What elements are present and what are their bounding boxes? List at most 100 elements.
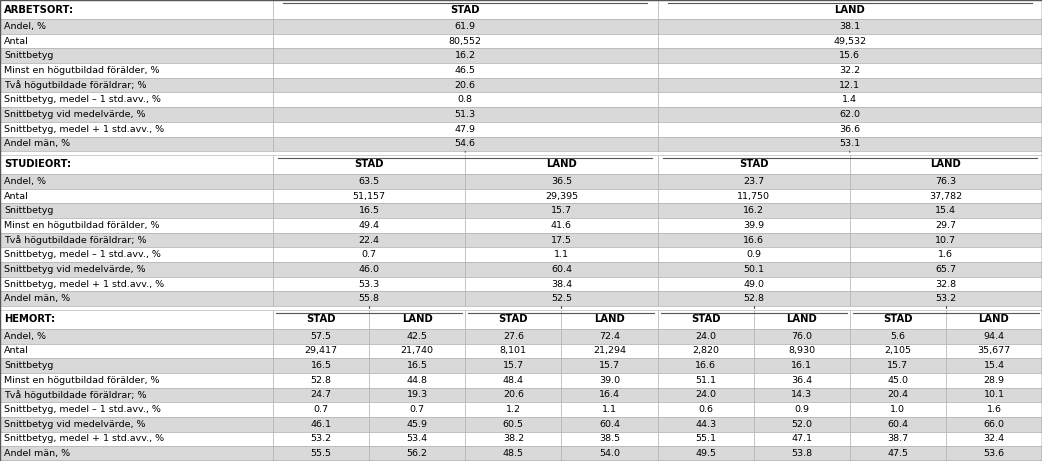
Text: 52.8: 52.8: [743, 294, 764, 303]
Bar: [658, 310, 753, 329]
Text: 72.4: 72.4: [599, 332, 620, 341]
Bar: [465, 402, 562, 417]
Text: 49.4: 49.4: [358, 221, 379, 230]
Text: 94.4: 94.4: [984, 332, 1004, 341]
Bar: [273, 63, 658, 78]
Text: Andel, %: Andel, %: [4, 177, 46, 186]
Text: STAD: STAD: [354, 160, 383, 170]
Bar: [273, 343, 369, 358]
Bar: [946, 310, 1042, 329]
Text: 53.2: 53.2: [936, 294, 957, 303]
Bar: [465, 417, 562, 431]
Text: Antal: Antal: [4, 346, 29, 355]
Bar: [0, 329, 273, 343]
Bar: [0, 233, 273, 248]
Bar: [273, 155, 465, 174]
Text: 15.6: 15.6: [839, 51, 861, 60]
Text: 32.4: 32.4: [984, 434, 1004, 443]
Bar: [465, 262, 658, 277]
Text: 16.6: 16.6: [743, 236, 764, 244]
Bar: [658, 189, 850, 203]
Text: STAD: STAD: [498, 314, 528, 325]
Bar: [0, 34, 273, 48]
Text: 37,782: 37,782: [929, 191, 963, 201]
Bar: [658, 248, 850, 262]
Bar: [273, 78, 658, 93]
Bar: [658, 19, 1042, 34]
Text: 20.6: 20.6: [454, 81, 476, 89]
Bar: [850, 417, 946, 431]
Text: Snittbetyg vid medelvärde, %: Snittbetyg vid medelvärde, %: [4, 265, 146, 274]
Bar: [562, 373, 658, 388]
Bar: [273, 19, 658, 34]
Bar: [850, 218, 1042, 233]
Bar: [369, 343, 465, 358]
Text: LAND: LAND: [594, 314, 625, 325]
Text: 32.2: 32.2: [839, 66, 861, 75]
Bar: [273, 174, 465, 189]
Text: 49,532: 49,532: [834, 36, 866, 46]
Bar: [850, 373, 946, 388]
Bar: [0, 19, 273, 34]
Text: Andel män, %: Andel män, %: [4, 294, 70, 303]
Text: 10.7: 10.7: [936, 236, 957, 244]
Text: Snittbetyg, medel + 1 std.avv., %: Snittbetyg, medel + 1 std.avv., %: [4, 279, 165, 289]
Text: Snittbetyg, medel – 1 std.avv., %: Snittbetyg, medel – 1 std.avv., %: [4, 405, 162, 414]
Bar: [850, 174, 1042, 189]
Bar: [562, 417, 658, 431]
Text: 39.0: 39.0: [599, 376, 620, 385]
Text: 15.4: 15.4: [936, 206, 957, 215]
Bar: [0, 78, 273, 93]
Bar: [658, 136, 1042, 151]
Bar: [273, 34, 658, 48]
Text: 17.5: 17.5: [551, 236, 572, 244]
Text: STAD: STAD: [306, 314, 336, 325]
Bar: [465, 343, 562, 358]
Bar: [273, 446, 369, 461]
Text: 14.3: 14.3: [791, 390, 813, 399]
Text: 22.4: 22.4: [358, 236, 379, 244]
Bar: [369, 329, 465, 343]
Text: Antal: Antal: [4, 36, 29, 46]
Bar: [562, 431, 658, 446]
Text: 63.5: 63.5: [358, 177, 379, 186]
Bar: [0, 291, 273, 306]
Text: 11,750: 11,750: [737, 191, 770, 201]
Bar: [753, 388, 849, 402]
Bar: [562, 343, 658, 358]
Bar: [273, 248, 465, 262]
Bar: [562, 329, 658, 343]
Bar: [465, 218, 658, 233]
Bar: [465, 174, 658, 189]
Bar: [850, 446, 946, 461]
Text: 53.3: 53.3: [358, 279, 379, 289]
Text: Två högutbildade föräldrar; %: Två högutbildade föräldrar; %: [4, 390, 147, 400]
Text: LAND: LAND: [546, 160, 577, 170]
Bar: [273, 203, 465, 218]
Bar: [658, 402, 753, 417]
Text: 16.5: 16.5: [406, 361, 427, 370]
Text: 45.9: 45.9: [406, 420, 427, 429]
Bar: [850, 277, 1042, 291]
Text: 24.7: 24.7: [311, 390, 331, 399]
Bar: [753, 431, 849, 446]
Bar: [369, 402, 465, 417]
Text: 0.8: 0.8: [457, 95, 473, 104]
Bar: [0, 417, 273, 431]
Text: 0.9: 0.9: [794, 405, 810, 414]
Bar: [273, 358, 369, 373]
Text: 66.0: 66.0: [984, 420, 1004, 429]
Bar: [658, 107, 1042, 122]
Bar: [0, 277, 273, 291]
Bar: [946, 388, 1042, 402]
Text: 1.6: 1.6: [987, 405, 1001, 414]
Text: 60.4: 60.4: [599, 420, 620, 429]
Bar: [753, 402, 849, 417]
Bar: [273, 136, 658, 151]
Bar: [0, 122, 273, 136]
Bar: [465, 310, 562, 329]
Text: 53.2: 53.2: [311, 434, 331, 443]
Text: 46.0: 46.0: [358, 265, 379, 274]
Text: 23.7: 23.7: [743, 177, 764, 186]
Bar: [658, 174, 850, 189]
